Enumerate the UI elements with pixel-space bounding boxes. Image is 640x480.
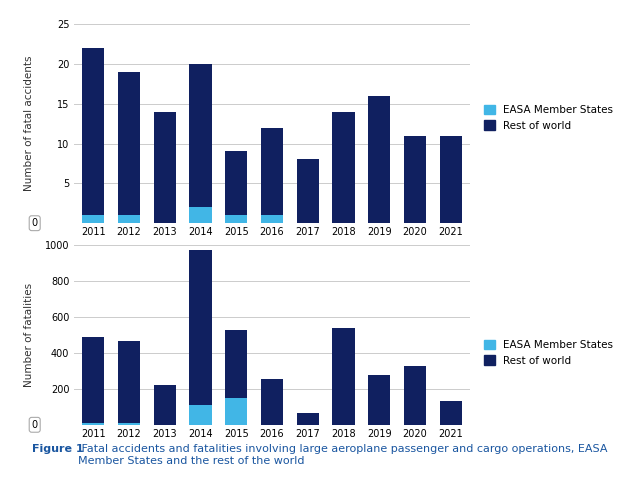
Bar: [440, 135, 462, 223]
Legend: EASA Member States, Rest of world: EASA Member States, Rest of world: [484, 105, 613, 131]
Bar: [189, 64, 212, 207]
Bar: [368, 375, 390, 425]
Bar: [118, 215, 140, 223]
Y-axis label: Number of fatalities: Number of fatalities: [24, 283, 34, 387]
Bar: [261, 379, 283, 425]
Bar: [118, 72, 140, 215]
Text: Figure 1: Figure 1: [32, 444, 84, 454]
Bar: [368, 96, 390, 223]
Legend: EASA Member States, Rest of world: EASA Member States, Rest of world: [484, 340, 613, 366]
Bar: [297, 159, 319, 223]
Bar: [225, 330, 247, 398]
Bar: [440, 400, 462, 425]
Bar: [404, 366, 426, 425]
Bar: [82, 336, 104, 423]
Bar: [154, 385, 176, 425]
Bar: [225, 152, 247, 215]
Bar: [118, 341, 140, 423]
Bar: [82, 423, 104, 425]
Bar: [82, 215, 104, 223]
Bar: [225, 215, 247, 223]
Bar: [154, 112, 176, 223]
Bar: [189, 250, 212, 405]
Text: Fatal accidents and fatalities involving large aeroplane passenger and cargo ope: Fatal accidents and fatalities involving…: [78, 444, 607, 466]
Text: 0: 0: [31, 420, 38, 430]
Bar: [404, 135, 426, 223]
Bar: [297, 413, 319, 425]
Bar: [225, 398, 247, 425]
Bar: [189, 405, 212, 425]
Bar: [261, 215, 283, 223]
Bar: [261, 128, 283, 215]
Bar: [332, 327, 355, 425]
Bar: [189, 207, 212, 223]
Bar: [82, 48, 104, 215]
Bar: [332, 112, 355, 223]
Text: 0: 0: [31, 218, 38, 228]
Y-axis label: Number of fatal accidents: Number of fatal accidents: [24, 56, 34, 192]
Bar: [118, 423, 140, 425]
